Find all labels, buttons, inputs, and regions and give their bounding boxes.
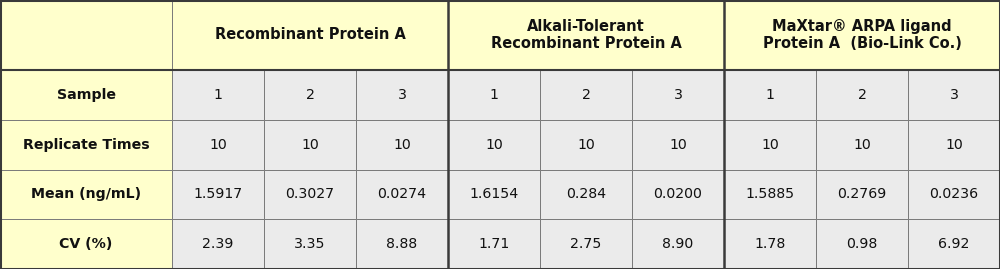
Bar	[172, 70, 264, 120]
Bar	[0, 169, 172, 219]
Text: 1: 1	[214, 88, 222, 102]
Bar	[632, 169, 724, 219]
Text: 2: 2	[858, 88, 866, 102]
Text: 10: 10	[945, 138, 963, 152]
Bar	[724, 219, 816, 269]
Bar	[724, 120, 816, 169]
Text: 8.90: 8.90	[662, 237, 694, 251]
Bar	[908, 169, 1000, 219]
Bar	[540, 70, 632, 120]
Bar	[632, 70, 724, 120]
Bar	[632, 219, 724, 269]
Text: 1.6154: 1.6154	[469, 187, 519, 201]
Text: 10: 10	[669, 138, 687, 152]
Bar	[264, 219, 356, 269]
Bar	[356, 219, 448, 269]
Bar	[448, 70, 540, 120]
Text: 0.0274: 0.0274	[377, 187, 427, 201]
Text: Alkali-Tolerant
Recombinant Protein A: Alkali-Tolerant Recombinant Protein A	[491, 19, 681, 51]
Text: 1: 1	[490, 88, 498, 102]
Text: 10: 10	[761, 138, 779, 152]
Text: 10: 10	[209, 138, 227, 152]
Text: Mean (ng/mL): Mean (ng/mL)	[31, 187, 141, 201]
Text: 1.5917: 1.5917	[193, 187, 243, 201]
Bar	[0, 120, 172, 169]
Bar	[172, 120, 264, 169]
Text: 0.3027: 0.3027	[285, 187, 335, 201]
Text: 10: 10	[485, 138, 503, 152]
Text: 0.0236: 0.0236	[929, 187, 979, 201]
Bar	[172, 169, 264, 219]
Text: MaXtar® ARPA ligand
Protein A  (Bio-Link Co.): MaXtar® ARPA ligand Protein A (Bio-Link …	[763, 19, 961, 51]
Text: 2.39: 2.39	[202, 237, 234, 251]
Text: 0.0200: 0.0200	[654, 187, 702, 201]
Text: 2.75: 2.75	[570, 237, 602, 251]
Bar	[540, 120, 632, 169]
Text: 3.35: 3.35	[294, 237, 326, 251]
Text: 0.98: 0.98	[846, 237, 878, 251]
Bar	[448, 169, 540, 219]
Bar	[264, 70, 356, 120]
Bar	[540, 219, 632, 269]
Text: 10: 10	[577, 138, 595, 152]
Text: 3: 3	[673, 88, 682, 102]
Bar	[632, 120, 724, 169]
Bar	[816, 120, 908, 169]
Bar	[0, 70, 172, 120]
Text: 0.284: 0.284	[566, 187, 606, 201]
Text: 2: 2	[582, 88, 590, 102]
Text: Replicate Times: Replicate Times	[23, 138, 149, 152]
Bar	[908, 219, 1000, 269]
Text: 10: 10	[301, 138, 319, 152]
Bar	[264, 169, 356, 219]
Bar	[908, 120, 1000, 169]
Bar	[172, 219, 264, 269]
Text: 3: 3	[397, 88, 406, 102]
Text: 1.71: 1.71	[478, 237, 510, 251]
Bar	[0, 219, 172, 269]
Text: 10: 10	[853, 138, 871, 152]
Text: 8.88: 8.88	[386, 237, 418, 251]
Bar	[264, 120, 356, 169]
Text: 0.2769: 0.2769	[837, 187, 887, 201]
Bar	[448, 120, 540, 169]
Bar	[816, 169, 908, 219]
Bar	[356, 120, 448, 169]
Bar	[0, 0, 172, 70]
Bar	[724, 0, 1000, 70]
Text: Sample: Sample	[56, 88, 116, 102]
Bar	[356, 169, 448, 219]
Bar	[816, 219, 908, 269]
Text: 6.92: 6.92	[938, 237, 970, 251]
Bar	[724, 70, 816, 120]
Text: 1.5885: 1.5885	[745, 187, 795, 201]
Bar	[172, 0, 448, 70]
Text: 3: 3	[949, 88, 958, 102]
Text: 1: 1	[766, 88, 774, 102]
Text: 2: 2	[306, 88, 314, 102]
Bar	[448, 0, 724, 70]
Bar	[816, 70, 908, 120]
Bar	[724, 169, 816, 219]
Text: Recombinant Protein A: Recombinant Protein A	[215, 27, 405, 43]
Bar	[356, 70, 448, 120]
Text: 10: 10	[393, 138, 411, 152]
Text: 1.78: 1.78	[754, 237, 786, 251]
Bar	[448, 219, 540, 269]
Bar	[540, 169, 632, 219]
Bar	[908, 70, 1000, 120]
Text: CV (%): CV (%)	[59, 237, 113, 251]
